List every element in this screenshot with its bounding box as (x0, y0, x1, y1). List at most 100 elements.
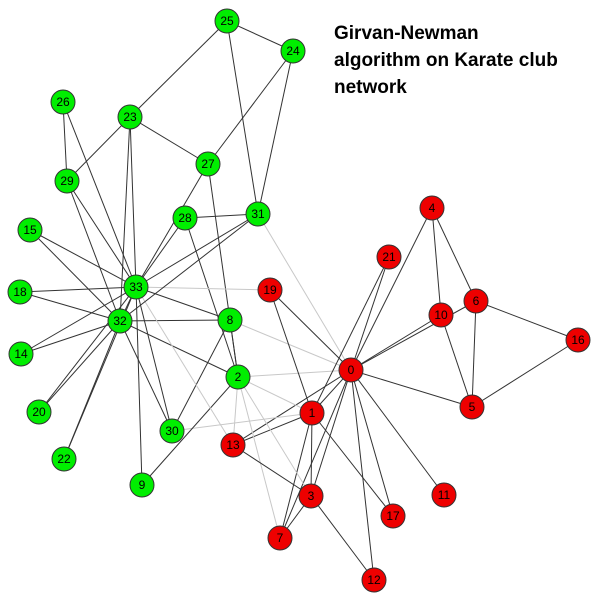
node-label-8: 8 (227, 313, 234, 327)
edge-31-33 (135, 213, 259, 288)
node-32[interactable]: 32 (107, 308, 133, 334)
node-10[interactable]: 10 (428, 302, 454, 328)
node-22[interactable]: 22 (51, 446, 77, 472)
node-19[interactable]: 19 (257, 277, 283, 303)
edge-1-30 (171, 412, 313, 432)
node-11[interactable]: 11 (431, 482, 457, 508)
node-circle-2 (225, 364, 251, 390)
node-28[interactable]: 28 (172, 205, 198, 231)
edge-3-13 (232, 444, 312, 497)
node-20[interactable]: 20 (26, 399, 52, 425)
edge-19-33 (135, 286, 271, 291)
node-26[interactable]: 26 (50, 89, 76, 115)
edge-0-21 (350, 256, 390, 371)
node-label-7: 7 (277, 531, 284, 545)
edge-0-4 (350, 207, 433, 371)
node-25[interactable]: 25 (214, 8, 240, 34)
edge-layer (19, 20, 579, 581)
edge-23-33 (129, 116, 137, 288)
node-18[interactable]: 18 (7, 279, 33, 305)
node-label-14: 14 (14, 347, 28, 361)
edge-23-32 (119, 116, 131, 322)
node-circle-4 (419, 195, 445, 221)
edge-14-32 (20, 320, 121, 355)
node-4[interactable]: 4 (419, 195, 445, 221)
node-3[interactable]: 3 (298, 483, 324, 509)
node-6[interactable]: 6 (463, 288, 489, 314)
node-7[interactable]: 7 (267, 525, 293, 551)
node-label-26: 26 (56, 95, 70, 109)
edge-27-33 (135, 163, 209, 288)
edge-15-32 (29, 229, 121, 322)
node-label-1: 1 (309, 406, 316, 420)
edge-2-3 (237, 376, 312, 497)
node-label-21: 21 (382, 250, 396, 264)
node-23[interactable]: 23 (117, 104, 143, 130)
node-circle-27 (195, 151, 221, 177)
node-0[interactable]: 0 (338, 357, 364, 383)
edge-1-19 (269, 289, 313, 414)
graph-title: Girvan-Newman algorithm on Karate club n… (334, 20, 594, 101)
node-circle-28 (172, 205, 198, 231)
edge-1-17 (311, 412, 394, 517)
edge-30-32 (119, 320, 173, 432)
edge-20-33 (38, 286, 137, 413)
node-13[interactable]: 13 (220, 432, 246, 458)
node-circle-19 (257, 277, 283, 303)
node-label-6: 6 (473, 294, 480, 308)
node-circle-33 (123, 274, 149, 300)
node-circle-18 (7, 279, 33, 305)
edge-0-5 (350, 369, 473, 408)
node-label-4: 4 (429, 201, 436, 215)
node-16[interactable]: 16 (565, 327, 591, 353)
node-label-15: 15 (23, 223, 37, 237)
edge-28-33 (135, 217, 186, 288)
node-circle-9 (129, 472, 155, 498)
node-14[interactable]: 14 (8, 341, 34, 367)
edge-18-33 (19, 286, 137, 293)
node-33[interactable]: 33 (123, 274, 149, 300)
edge-0-8 (229, 319, 352, 371)
edge-1-2 (237, 376, 313, 414)
title-line-2: algorithm on Karate club (334, 50, 558, 71)
edge-23-29 (66, 116, 131, 182)
edge-2-7 (237, 376, 281, 539)
node-29[interactable]: 29 (54, 168, 80, 194)
edge-6-16 (475, 300, 579, 341)
node-8[interactable]: 8 (217, 307, 243, 333)
node-label-11: 11 (438, 488, 451, 502)
node-17[interactable]: 17 (380, 503, 406, 529)
node-label-2: 2 (235, 370, 242, 384)
node-circle-1 (299, 400, 325, 426)
node-label-22: 22 (57, 452, 71, 466)
node-15[interactable]: 15 (17, 217, 43, 243)
title-line-1: Girvan-Newman (334, 23, 479, 44)
node-2[interactable]: 2 (225, 364, 251, 390)
node-circle-15 (17, 217, 43, 243)
node-1[interactable]: 1 (299, 400, 325, 426)
node-24[interactable]: 24 (280, 38, 306, 64)
edge-24-27 (207, 50, 294, 165)
node-9[interactable]: 9 (129, 472, 155, 498)
node-21[interactable]: 21 (376, 244, 402, 270)
node-5[interactable]: 5 (459, 394, 485, 420)
node-30[interactable]: 30 (159, 418, 185, 444)
node-12[interactable]: 12 (361, 567, 387, 593)
edge-2-32 (119, 320, 239, 378)
edge-0-19 (269, 289, 352, 371)
node-label-30: 30 (165, 424, 179, 438)
edge-5-6 (471, 300, 477, 408)
edge-29-33 (66, 180, 137, 288)
edge-13-33 (135, 286, 234, 446)
node-circle-21 (376, 244, 402, 270)
edge-18-32 (19, 291, 121, 322)
edge-26-29 (62, 101, 68, 182)
edge-2-27 (207, 163, 239, 378)
node-31[interactable]: 31 (245, 201, 271, 227)
node-label-23: 23 (123, 110, 137, 124)
edge-0-12 (350, 369, 375, 581)
edge-8-32 (119, 319, 231, 322)
node-27[interactable]: 27 (195, 151, 221, 177)
